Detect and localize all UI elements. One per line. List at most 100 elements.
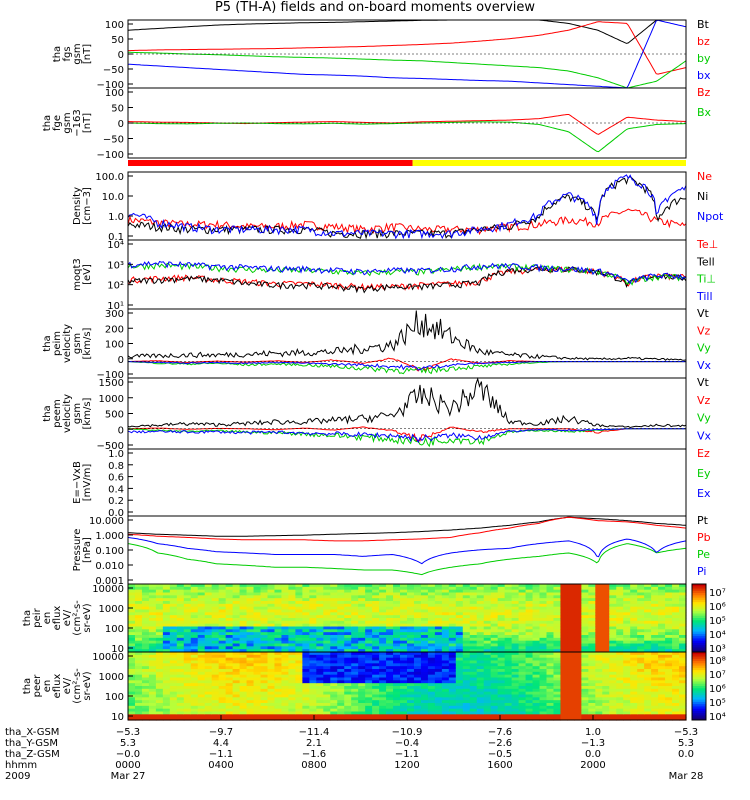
spectrogram-cell — [413, 652, 422, 656]
spectrogram-cell — [365, 637, 373, 642]
spectrogram-cell — [637, 652, 645, 656]
spectrogram-cell — [379, 586, 387, 591]
spectrogram-cell — [190, 705, 199, 710]
spectrogram-cell — [637, 683, 645, 687]
ytick-label: −50 — [103, 65, 124, 76]
spectrogram-cell — [274, 697, 283, 701]
spectrogram-cell — [393, 654, 401, 659]
spectrogram-cell — [183, 595, 192, 599]
spectrogram-cell — [260, 637, 269, 642]
spectrogram-cell — [427, 683, 436, 687]
spectrogram-cell — [148, 660, 157, 664]
series-line-fgs — [127, 19, 686, 44]
spectrogram-cell — [497, 629, 506, 633]
spectrogram-cell — [190, 584, 199, 588]
spectrogram-cell — [232, 601, 241, 605]
spectrogram-cell — [176, 620, 185, 625]
spectrogram-cell — [204, 711, 213, 715]
spectrogram-cell — [281, 640, 290, 645]
spectrogram-cell — [302, 705, 310, 710]
spectrogram-cell — [128, 671, 136, 676]
spectrogram-cell — [616, 703, 624, 707]
spectrogram-cell — [504, 697, 513, 701]
spectrogram-cell — [623, 683, 631, 687]
spectrogram-cell — [665, 697, 673, 701]
ylabel-fge: fge — [52, 115, 63, 131]
spectrogram-cell — [197, 595, 206, 599]
spectrogram-cell — [232, 643, 241, 647]
spectrogram-cell — [309, 657, 317, 662]
spectrogram-cell — [379, 680, 387, 684]
spectrogram-cell — [434, 601, 443, 605]
spectrogram-cell — [162, 652, 171, 656]
spectrogram-cell — [595, 683, 603, 687]
spectrogram-cell — [253, 705, 262, 710]
spectrogram-cell — [134, 711, 143, 715]
spectrogram-cell — [658, 708, 666, 713]
spectrogram-cell — [630, 620, 638, 625]
spectrogram-cell — [316, 643, 324, 647]
spectrogram-cell — [539, 584, 548, 588]
spectrogram-cell — [148, 649, 157, 653]
spectrogram-cell — [267, 643, 276, 647]
spectrogram-cell — [204, 686, 213, 690]
spectrogram-cell — [525, 612, 534, 616]
spectrogram-cell — [511, 708, 520, 713]
spectrogram-cell — [532, 705, 541, 710]
series-line-fgs — [128, 21, 687, 75]
spectrogram-cell — [344, 680, 352, 684]
spectrogram-cell — [518, 686, 527, 690]
spectrogram-cell — [602, 686, 610, 690]
spectrogram-cell — [483, 623, 492, 628]
spectrogram-cell — [393, 700, 401, 704]
spectrogram-cell — [602, 595, 610, 599]
colorbar-cell — [692, 710, 706, 714]
spectrogram-cell — [518, 705, 527, 710]
spectrogram-cell — [274, 686, 283, 690]
spectrogram-cell — [176, 683, 185, 687]
spectrogram-cell — [246, 637, 255, 642]
spectrogram-cell — [141, 620, 150, 625]
spectrogram-cell — [574, 584, 582, 588]
spectrogram-cell — [128, 677, 136, 681]
spectrogram-cell — [337, 612, 345, 616]
spectrogram-cell — [295, 711, 303, 715]
spectrogram-cell — [413, 603, 422, 608]
spectrogram-cell — [323, 595, 331, 599]
spectrogram-cell — [330, 700, 338, 704]
spectrogram-cell — [469, 671, 478, 676]
spectrogram-cell — [400, 657, 408, 662]
spectrogram-cell — [602, 666, 610, 670]
spectrogram-cell — [267, 711, 276, 715]
spectrogram-cell — [232, 598, 241, 602]
spectrogram-cell — [483, 586, 492, 591]
spectrogram-cell — [665, 623, 673, 628]
spectrogram-cell — [539, 703, 548, 707]
spectrogram-cell — [204, 691, 213, 696]
spectrogram-cell — [232, 626, 241, 630]
spectrogram-cell — [330, 677, 338, 681]
spectrogram-cell — [588, 652, 596, 656]
spectrogram-cell — [183, 620, 192, 625]
spectrogram-cell — [462, 686, 471, 690]
spectrogram-cell — [420, 700, 429, 704]
spectrogram-cell — [190, 646, 199, 650]
spectrogram-cell — [155, 666, 164, 670]
spectrogram-cell — [560, 603, 569, 608]
spectrogram-cell — [302, 717, 310, 721]
spectrogram-cell — [155, 717, 164, 721]
spectrogram-cell — [267, 618, 276, 622]
spectrogram-cell — [504, 663, 513, 667]
spectrogram-cell — [539, 666, 548, 670]
spectrogram-cell — [239, 640, 248, 645]
spectrogram-cell — [476, 586, 485, 591]
spectrogram-cell — [462, 640, 471, 645]
spectrogram-cell — [679, 671, 687, 676]
spectrogram-cell — [448, 714, 457, 718]
spectrogram-cell — [448, 635, 457, 639]
spectrogram-cell — [155, 697, 164, 701]
spectrogram-cell — [211, 612, 220, 616]
spectrogram-cell — [155, 677, 164, 681]
spectrogram-cell — [665, 640, 673, 645]
spectrogram-cell — [476, 680, 485, 684]
